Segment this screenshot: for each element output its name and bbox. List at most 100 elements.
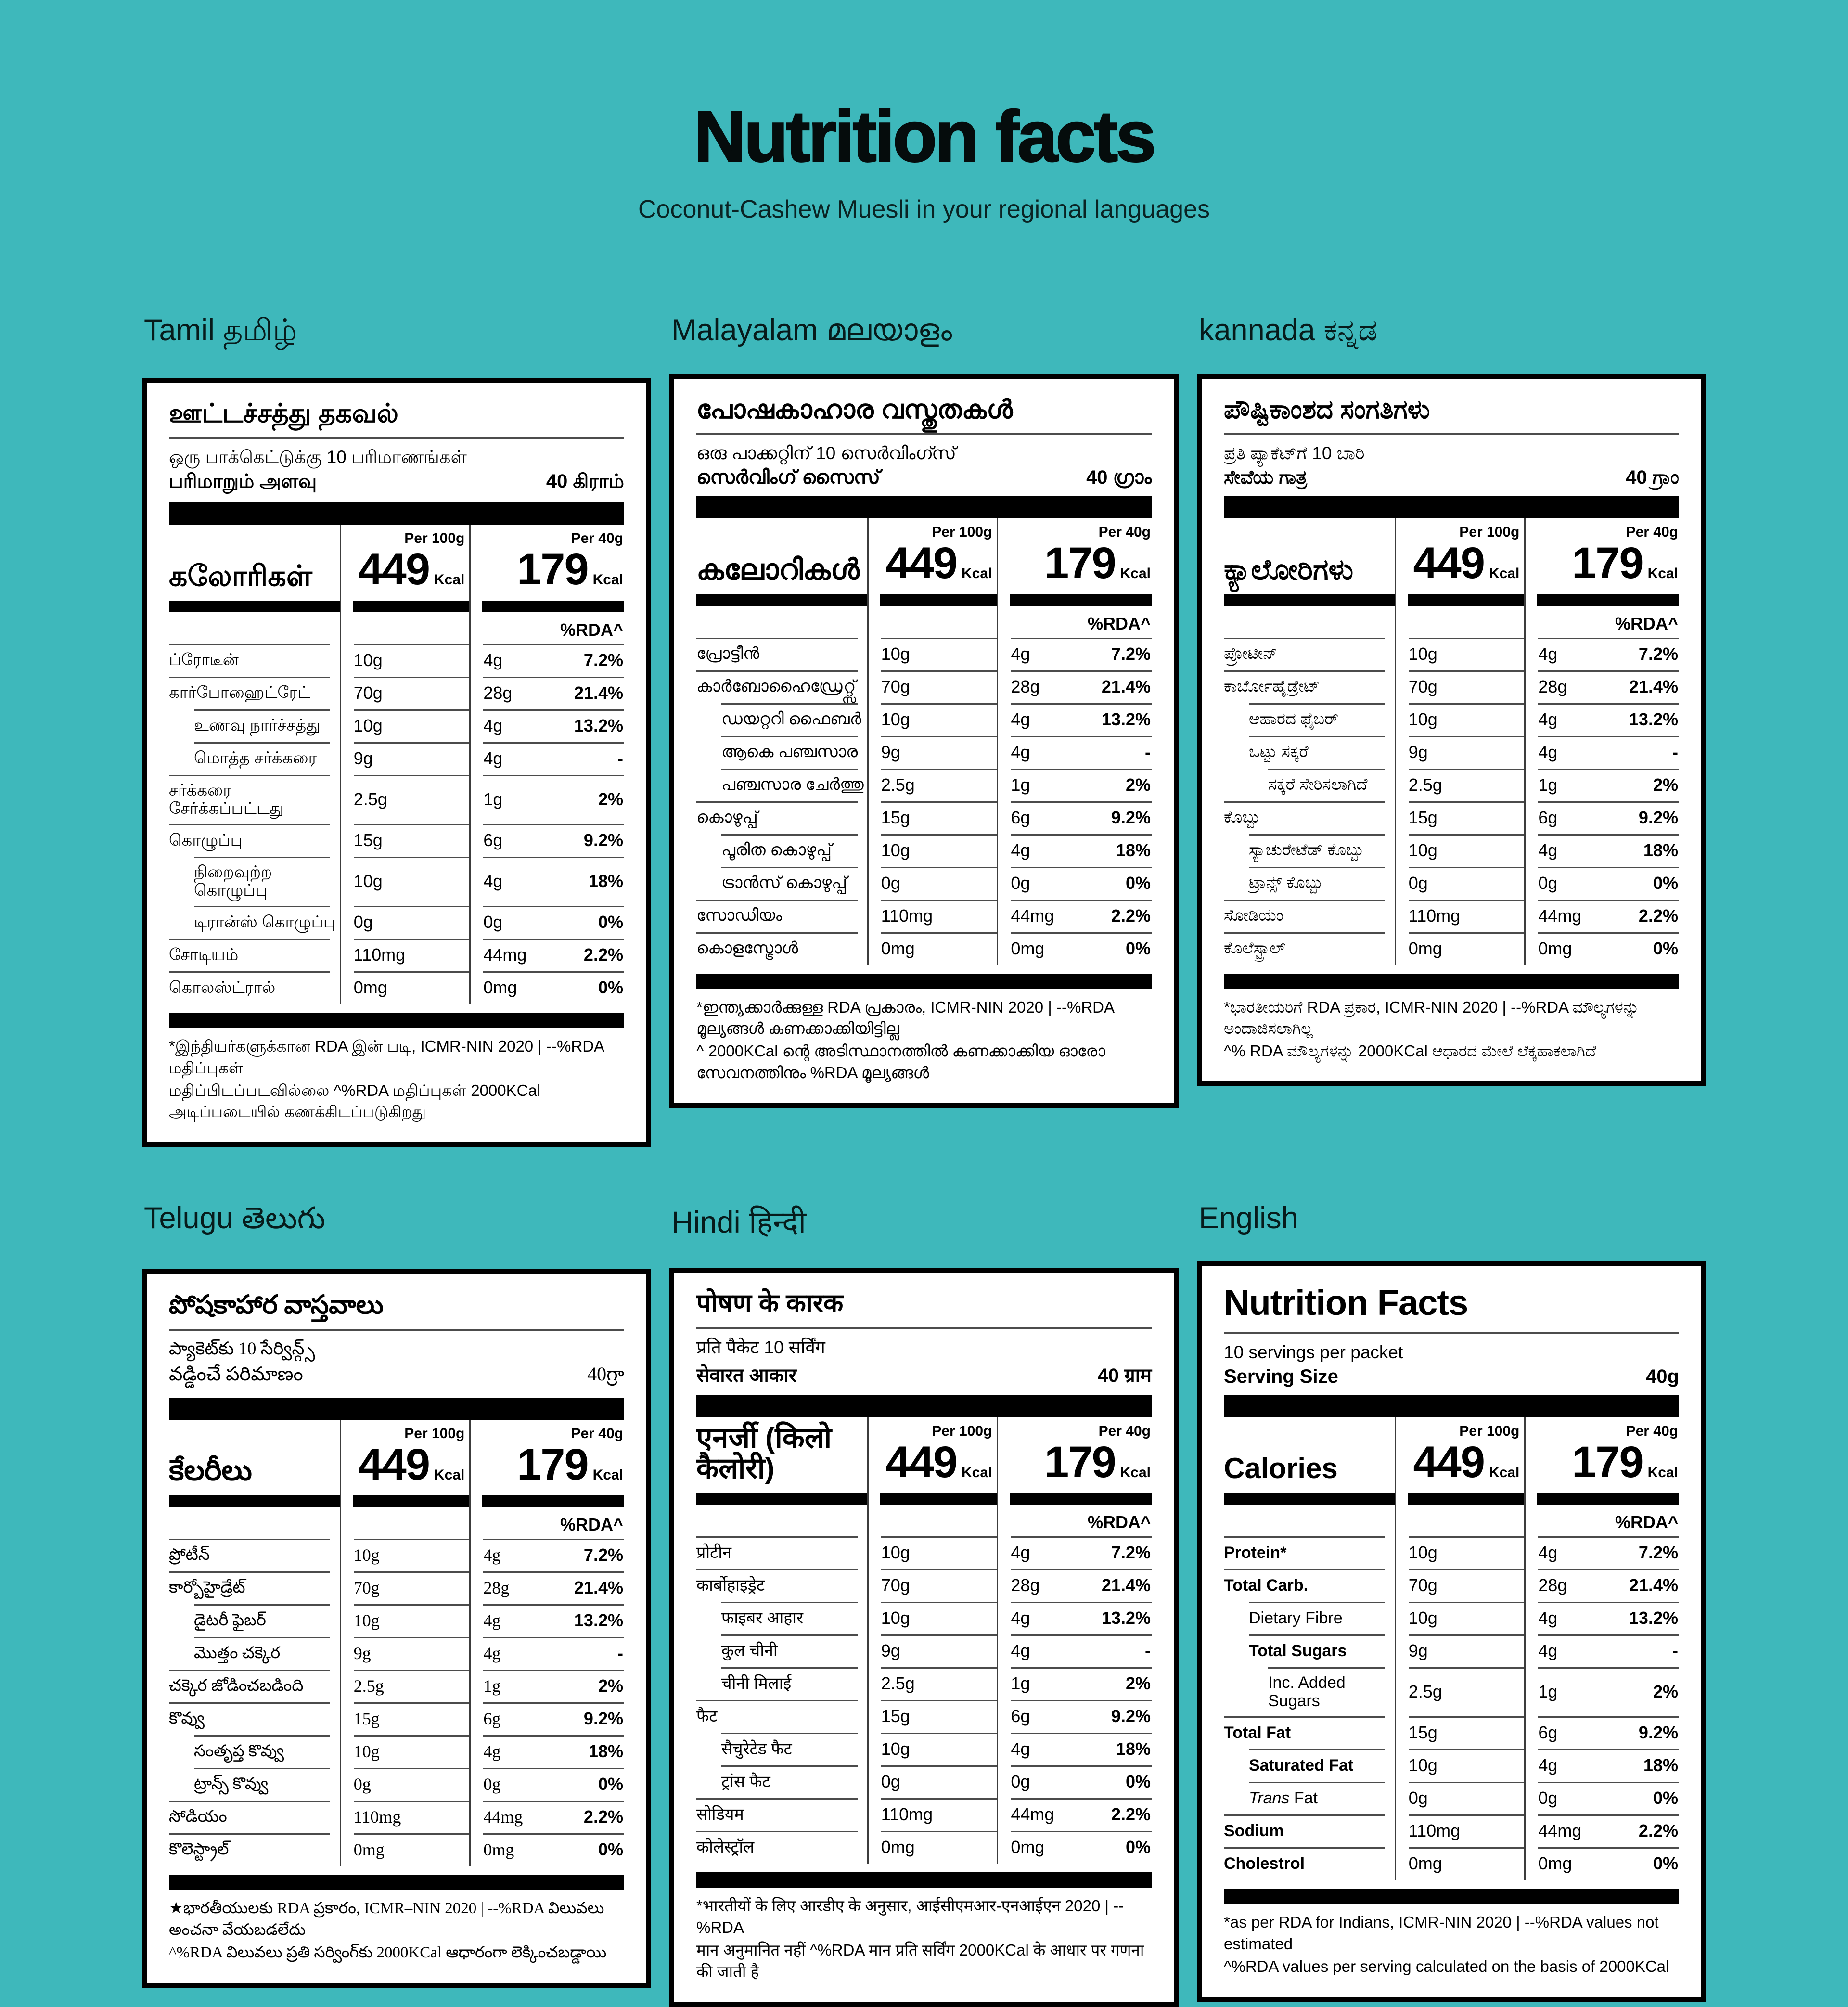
serving-size-row: వడ్డించే పరిమాణం 40గ్రా bbox=[169, 1363, 624, 1390]
value-per-40g: 4g bbox=[1011, 643, 1030, 664]
nutrient-row: Protein* 10g 4g 7.2% bbox=[1224, 1536, 1679, 1570]
per-100g-column-header: Per 100g 449 Kcal bbox=[867, 518, 997, 589]
rda-value: 13.2% bbox=[1101, 709, 1151, 729]
value-per-100g: 9g bbox=[881, 742, 900, 762]
rda-header-row: %RDA^ bbox=[696, 605, 1152, 638]
nutrient-name: ಸೋಡಿಯಂ bbox=[1224, 906, 1283, 925]
value-per-40g: 44mg bbox=[483, 944, 527, 965]
nutrient-name: డైటరీ ఫైబర్ bbox=[194, 1611, 266, 1630]
title-divider bbox=[169, 1328, 624, 1331]
bar-segment bbox=[1537, 1493, 1679, 1505]
nutrient-row: சர்க்கரை சேர்க்கப்பட்டது 2.5g 1g 2% bbox=[169, 774, 624, 824]
calories-per-40g: 179 Kcal bbox=[1572, 539, 1678, 588]
footnote-line-2: மதிப்பிடப்படவில்லை ^%RDA மதிப்புகள் 2000… bbox=[169, 1081, 541, 1121]
nutrient-name: പൂരിത കൊഴുപ്പ് bbox=[721, 841, 832, 860]
nutrient-row: कोलेस्ट्रॉल 0mg 0mg 0% bbox=[696, 1831, 1152, 1864]
nutrient-row: सैचुरेटेड फैट 10g 4g 18% bbox=[696, 1733, 1152, 1766]
rda-value: 0% bbox=[1653, 1853, 1678, 1874]
per-40g-column-header: Per 40g 179 Kcal bbox=[997, 1417, 1152, 1488]
footnote-line-1: *இந்தியர்களுக்கான RDA இன் படி, ICMR-NIN … bbox=[169, 1037, 604, 1077]
calories-per-40g: 179 Kcal bbox=[1044, 539, 1151, 588]
nutrient-row: Sodium 110mg 44mg 2.2% bbox=[1224, 1814, 1679, 1848]
rda-value: 21.4% bbox=[1101, 676, 1151, 696]
value-per-40g: 4g bbox=[1538, 840, 1558, 860]
bar-segment bbox=[1224, 1493, 1395, 1505]
language-heading: Telugu తెలుగు bbox=[144, 1201, 326, 1235]
per-100g-label: Per 100g bbox=[1459, 524, 1520, 540]
value-per-100g: 15g bbox=[881, 1706, 910, 1726]
rda-value: 7.2% bbox=[1638, 1543, 1678, 1563]
language-section: English Nutrition Facts 10 servings per … bbox=[1197, 1201, 1706, 2002]
calories-per-100g: 449 Kcal bbox=[886, 1437, 992, 1487]
nutrient-row: ಸಕ್ಕರೆ ಸೇರಿಸಲಾಗಿದೆ 2.5g 1g 2% bbox=[1224, 768, 1679, 801]
language-section: Malayalam മലയാളം പോഷകാഹാര വസ്തുതകൾ ഒരു പ… bbox=[669, 313, 1179, 1108]
per-100g-column-header: Per 100g 449 Kcal bbox=[1394, 518, 1525, 589]
nutrient-name: కొవ్వు bbox=[169, 1710, 205, 1728]
bar-segment bbox=[1010, 1493, 1152, 1505]
value-per-100g: 70g bbox=[1408, 676, 1437, 696]
title-divider bbox=[696, 433, 1152, 436]
title-divider bbox=[169, 437, 624, 439]
card-title: పోషకాహార వాస్తవాలు bbox=[169, 1290, 384, 1320]
nutrient-rows: ಪ್ರೋಟೀನ್ 10g 4g 7.2% ಕಾರ್ಬೋಹೈಡ್ರೇಟ್ 70g … bbox=[1224, 637, 1679, 965]
rda-header-row: %RDA^ bbox=[1224, 1505, 1679, 1537]
rda-value: 2% bbox=[598, 1676, 623, 1696]
labels-grid: Tamil தமிழ் ஊட்டச்சத்து தகவல் ஒரு பாக்கெ… bbox=[142, 313, 1706, 2007]
value-per-100g: 70g bbox=[353, 682, 383, 703]
language-heading: Hindi हिन्दी bbox=[671, 1206, 807, 1240]
value-per-40g: 44mg bbox=[1538, 905, 1582, 926]
serving-size-value: 40g bbox=[1646, 1365, 1679, 1387]
rda-value: 9.2% bbox=[1638, 1723, 1678, 1743]
card-title: ಪೌಷ್ಟಿಕಾಂಶದ ಸಂಗತಿಗಳು bbox=[1224, 395, 1430, 424]
nutrient-row: സോഡിയം 110mg 44mg 2.2% bbox=[696, 899, 1152, 932]
value-per-100g: 2.5g bbox=[1408, 1682, 1442, 1702]
calories-underline-bars bbox=[169, 594, 624, 612]
nutrient-row: ಕಾರ್ಬೋಹೈಡ್ರೇಟ್ 70g 28g 21.4% bbox=[1224, 670, 1679, 703]
nutrient-name: Cholestrol bbox=[1224, 1854, 1305, 1873]
card-title: पोषण के कारक bbox=[696, 1289, 844, 1318]
language-heading: kannada ಕನ್ನಡ bbox=[1199, 313, 1378, 347]
bar-segment bbox=[169, 1495, 340, 1507]
rda-value: 9.2% bbox=[583, 830, 623, 850]
nutrient-name: കൊളസ്ട്രോൾ bbox=[696, 939, 798, 958]
separator-bar-top bbox=[1224, 1395, 1679, 1417]
nutrient-row: கொழுப்பு 15g 6g 9.2% bbox=[169, 823, 624, 857]
value-per-100g: 10g bbox=[353, 715, 383, 735]
calories-label: Calories bbox=[1224, 1452, 1338, 1485]
value-per-40g: 1g bbox=[483, 1676, 501, 1696]
calories-label: കലോറികൾ bbox=[696, 553, 860, 586]
value-per-40g: 6g bbox=[1011, 807, 1030, 827]
nutrient-row: फैट 15g 6g 9.2% bbox=[696, 1700, 1152, 1733]
serving-size-label: Serving Size bbox=[1224, 1365, 1338, 1387]
value-per-40g: 1g bbox=[1538, 1682, 1558, 1702]
value-per-100g: 110mg bbox=[353, 944, 406, 965]
language-section: Telugu తెలుగు పోషకాహార వాస్తవాలు ప్యాకెట… bbox=[142, 1201, 651, 1988]
value-per-100g: 10g bbox=[1408, 1755, 1437, 1775]
nutrient-row: நிறைவுற்ற கொழுப்பு 10g 4g 18% bbox=[169, 856, 624, 906]
nutrient-row: Total Carb. 70g 28g 21.4% bbox=[1224, 1569, 1679, 1602]
nutrient-name: சர்க்கரை சேர்க்கப்பட்டது bbox=[169, 781, 284, 818]
value-per-100g: 10g bbox=[353, 1742, 380, 1762]
nutrient-name: உணவு நார்ச்சத்து bbox=[194, 716, 321, 735]
value-per-40g: 4g bbox=[1538, 1641, 1558, 1661]
serving-size-value: 40 ग्राम bbox=[1097, 1364, 1152, 1386]
rda-header-row: %RDA^ bbox=[696, 1505, 1152, 1537]
rda-value: 2.2% bbox=[1111, 1804, 1151, 1825]
rda-value: 9.2% bbox=[1638, 807, 1678, 827]
servings-per-packet: ಪ್ರತಿ ಪ್ಯಾಕೆಟ್‌ಗೆ 10 ಬಾರಿ bbox=[1224, 443, 1365, 463]
page-subtitle: Coconut-Cashew Muesli in your regional l… bbox=[638, 195, 1210, 223]
calories-per-100g: 449 Kcal bbox=[358, 545, 465, 594]
rda-value: 2.2% bbox=[1111, 905, 1151, 926]
nutrient-name: சோடியம் bbox=[169, 945, 239, 964]
serving-size-value: 40 ഗ്രാം bbox=[1086, 467, 1152, 489]
kcal-unit: Kcal bbox=[1489, 1464, 1520, 1480]
nutrient-row: ട്രാൻസ് കൊഴുപ്പ് 0g 0g 0% bbox=[696, 866, 1152, 900]
value-per-40g: 6g bbox=[1011, 1706, 1030, 1726]
value-per-100g: 9g bbox=[1408, 1641, 1428, 1661]
nutrient-row: Saturated Fat 10g 4g 18% bbox=[1224, 1749, 1679, 1782]
rda-header: %RDA^ bbox=[469, 612, 624, 644]
nutrient-name: సోడియం bbox=[169, 1808, 227, 1826]
value-per-100g: 10g bbox=[881, 1543, 910, 1563]
nutrient-name: सैचुरेटेड फैट bbox=[721, 1740, 792, 1759]
per-40g-column-header: Per 40g 179 Kcal bbox=[469, 1419, 624, 1490]
